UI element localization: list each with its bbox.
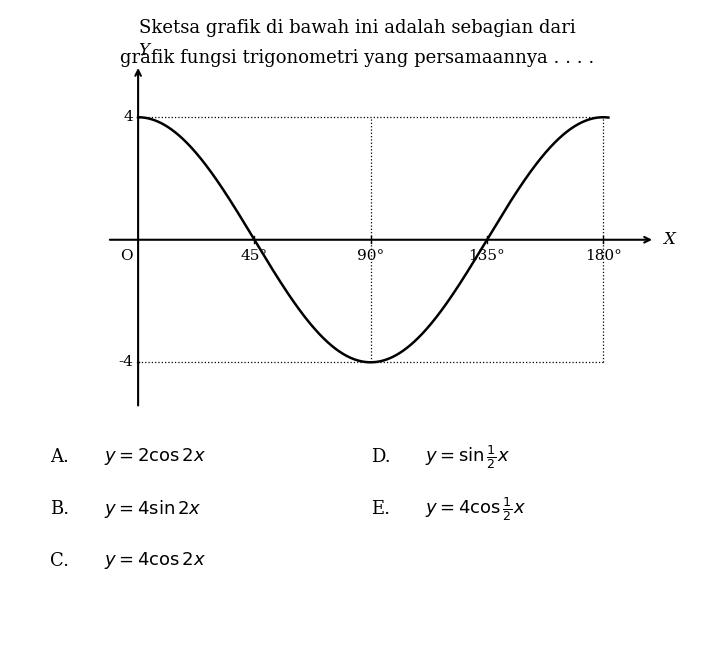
- Text: A.: A.: [50, 448, 69, 466]
- Text: 90°: 90°: [357, 249, 384, 263]
- Text: Sketsa grafik di bawah ini adalah sebagian dari: Sketsa grafik di bawah ini adalah sebagi…: [139, 19, 575, 38]
- Text: 180°: 180°: [585, 249, 622, 263]
- Text: -4: -4: [118, 355, 133, 369]
- Text: $y = 4 \cos 2x$: $y = 4 \cos 2x$: [104, 550, 206, 571]
- Text: $y = 4 \cos \frac{1}{2}x$: $y = 4 \cos \frac{1}{2}x$: [425, 495, 526, 522]
- Text: 135°: 135°: [468, 249, 506, 263]
- Text: B.: B.: [50, 500, 69, 518]
- Text: $y = 2 \cos 2x$: $y = 2 \cos 2x$: [104, 446, 206, 467]
- Text: O: O: [121, 249, 133, 263]
- Text: D.: D.: [371, 448, 391, 466]
- Text: 45°: 45°: [241, 249, 268, 263]
- Text: X: X: [663, 231, 675, 248]
- Text: $y = \sin \frac{1}{2}x$: $y = \sin \frac{1}{2}x$: [425, 443, 510, 470]
- Text: C.: C.: [50, 551, 69, 570]
- Text: $y = 4 \sin 2x$: $y = 4 \sin 2x$: [104, 498, 201, 520]
- Text: Y: Y: [138, 42, 149, 59]
- Text: grafik fungsi trigonometri yang persamaannya . . . .: grafik fungsi trigonometri yang persamaa…: [120, 49, 594, 67]
- Text: E.: E.: [371, 500, 391, 518]
- Text: 4: 4: [124, 110, 133, 124]
